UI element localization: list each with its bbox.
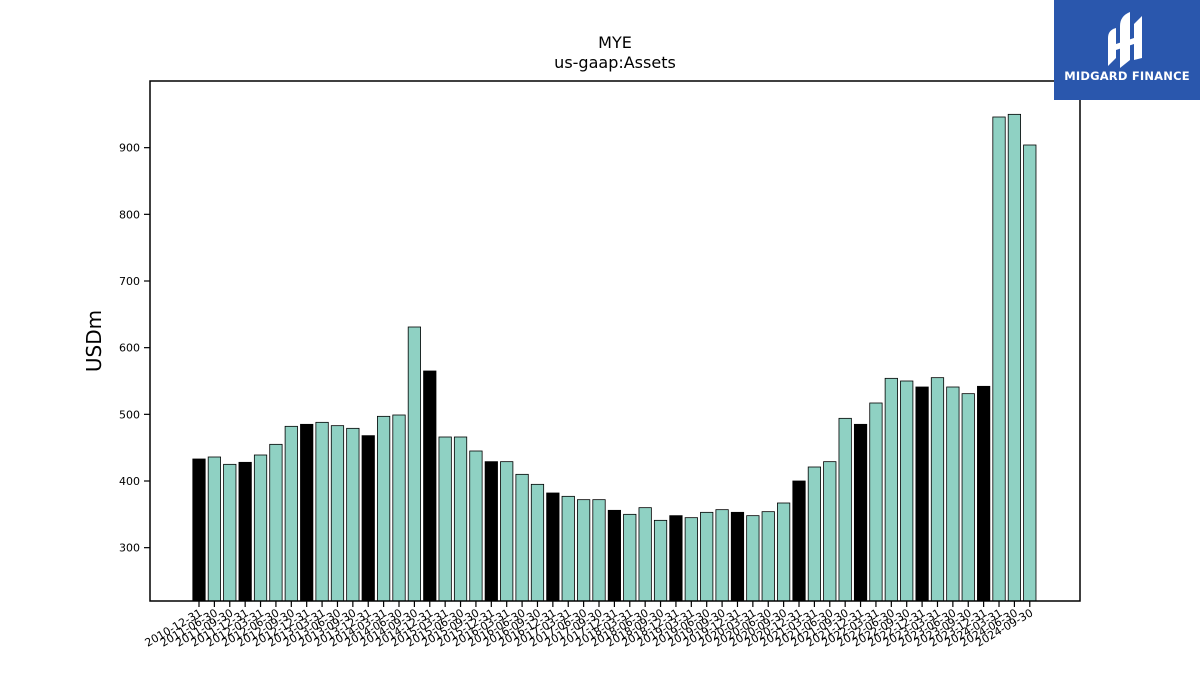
bar-2016-09-30	[530, 483, 545, 602]
bar-2015-12-31	[484, 461, 498, 602]
bar-2020-12-31	[792, 480, 806, 602]
bar-2011-09-30	[223, 463, 237, 602]
bar-2020-03-31	[746, 515, 760, 602]
bar-2018-03-31	[623, 513, 637, 602]
bar-2023-09-30	[961, 393, 975, 602]
bar-2016-03-31	[500, 461, 514, 602]
bar-2012-09-30	[284, 425, 298, 602]
bar-2020-09-30	[777, 502, 791, 602]
bar-2019-03-31	[684, 517, 698, 602]
bar-2022-06-30	[884, 377, 898, 602]
bar-2022-03-31	[869, 402, 883, 602]
logo-wordmark: MIDGARD FINANCE	[1064, 69, 1190, 83]
bar-2017-09-30	[592, 499, 606, 602]
y-tick-label: 400	[119, 475, 140, 488]
bar-2019-12-31	[730, 511, 745, 602]
bar-2024-09-30	[1023, 144, 1037, 602]
bar-2021-09-30	[838, 417, 852, 602]
bar-2022-12-31	[915, 386, 929, 602]
bar-2012-12-31	[300, 423, 314, 602]
bar-2024-06-30	[1007, 113, 1022, 602]
bar-2024-03-31	[992, 116, 1006, 602]
y-tick-label: 900	[119, 142, 140, 155]
bar-2014-09-30	[407, 326, 421, 602]
bar-2023-12-31	[977, 385, 991, 602]
y-tick-label: 700	[119, 275, 140, 288]
bar-2015-09-30	[469, 450, 483, 602]
y-tick-label: 600	[119, 342, 140, 355]
midgard-finance-logo: MIDGARD FINANCE	[1054, 0, 1200, 100]
y-tick-label: 500	[119, 408, 140, 421]
bar-2016-12-31	[546, 492, 560, 602]
bar-2022-09-30	[900, 380, 914, 602]
y-axis-label: USDm	[82, 310, 106, 372]
bar-2015-06-30	[453, 436, 468, 602]
bar-2012-06-30	[269, 443, 283, 602]
bar-2014-06-30	[392, 414, 406, 602]
plot-frame	[149, 80, 1081, 602]
bar-2018-09-30	[653, 519, 668, 602]
bar-2021-03-31	[807, 466, 822, 602]
bar-2014-12-31	[423, 370, 437, 602]
bar-2013-06-30	[330, 425, 345, 602]
bar-2018-12-31	[669, 515, 683, 602]
y-tick-label: 300	[119, 542, 140, 555]
bar-2015-03-31	[438, 436, 452, 602]
chart-subtitle: us-gaap:Assets	[554, 53, 676, 72]
bar-2017-12-31	[607, 509, 621, 602]
bar-2020-06-30	[761, 511, 775, 602]
chart-title: MYE	[598, 33, 632, 52]
bar-2017-03-31	[561, 495, 575, 602]
bar-2013-12-31	[361, 435, 375, 602]
bar-2016-06-30	[515, 473, 529, 602]
bar-2021-12-31	[853, 423, 868, 602]
bar-2013-03-31	[315, 421, 329, 602]
bar-2019-06-30	[700, 511, 714, 602]
bar-2011-06-30	[207, 456, 221, 602]
bar-2014-03-31	[377, 415, 391, 602]
bar-2023-06-30	[946, 386, 960, 602]
bar-2021-06-30	[823, 461, 837, 602]
midgard-logo-icon	[1108, 12, 1142, 68]
bar-2023-03-31	[930, 377, 945, 602]
y-tick-label: 800	[119, 208, 140, 221]
bar-2011-12-31	[238, 461, 252, 602]
bar-2018-06-30	[638, 507, 652, 602]
bar-2012-03-31	[253, 454, 268, 602]
bar-2010-12-31	[192, 458, 206, 602]
bar-2013-09-30	[346, 427, 360, 602]
bar-2019-09-30	[715, 509, 729, 602]
bar-2017-06-30	[577, 499, 591, 602]
